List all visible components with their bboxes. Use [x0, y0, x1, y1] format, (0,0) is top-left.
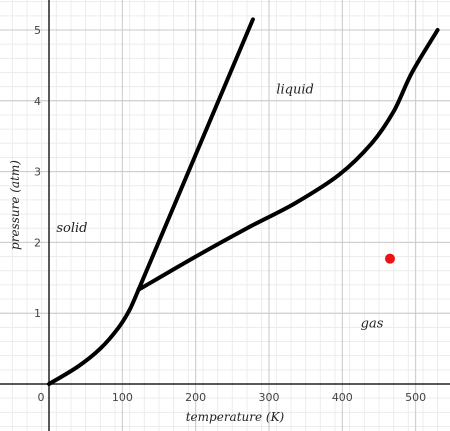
tick-labels: 0 100 200 300 400 500 1 2 3 4 5 [34, 24, 426, 404]
liquid-gas-boundary [136, 28, 440, 292]
x-tick-label: 500 [405, 391, 426, 404]
y-tick-label: 3 [34, 166, 41, 179]
solid-gas-boundary [47, 287, 141, 386]
region-label-liquid: liquid [276, 83, 314, 98]
y-tick-label: 5 [34, 24, 41, 37]
region-labels: solid liquid gas [56, 83, 383, 332]
data-point [384, 253, 395, 264]
region-label-gas: gas [361, 316, 384, 331]
x-tick-label: 300 [258, 391, 279, 404]
x-tick-label: 200 [185, 391, 206, 404]
phase-boundaries [47, 17, 440, 386]
solid-liquid-boundary [136, 17, 255, 292]
data-points [384, 253, 395, 264]
y-tick-label: 2 [34, 236, 41, 249]
x-tick-label: 0 [38, 391, 45, 404]
y-tick-label: 4 [34, 95, 41, 108]
y-tick-label: 1 [34, 307, 41, 320]
x-tick-label: 400 [332, 391, 353, 404]
region-label-solid: solid [56, 221, 87, 236]
y-axis-title: pressure (atm) [8, 160, 22, 250]
x-axis-title: temperature (K) [186, 410, 285, 424]
x-tick-label: 100 [112, 391, 133, 404]
